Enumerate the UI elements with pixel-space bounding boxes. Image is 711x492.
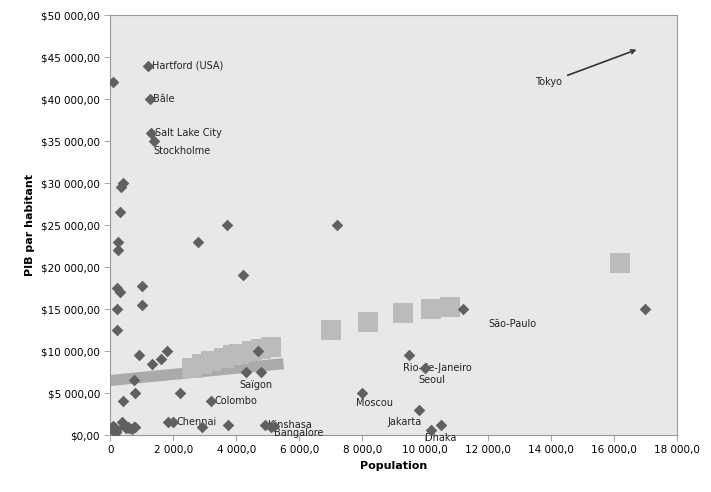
Text: Saïgon: Saïgon: [240, 380, 272, 390]
Point: [112, 326, 123, 334]
Point: [146, 129, 157, 137]
Point: [111, 428, 122, 436]
Point: [109, 426, 120, 434]
Text: São-Paulo: São-Paulo: [488, 319, 536, 329]
Point: [331, 221, 343, 229]
Point: [168, 419, 179, 427]
Point: [256, 345, 267, 353]
Text: Chennai: Chennai: [176, 418, 217, 428]
Point: [108, 425, 119, 432]
Text: Bâle: Bâle: [154, 94, 175, 104]
Point: [117, 398, 129, 405]
Point: [426, 426, 437, 434]
Y-axis label: PIB par habitant: PIB par habitant: [26, 174, 36, 276]
Point: [144, 95, 155, 103]
Point: [614, 259, 626, 267]
Point: [133, 351, 144, 359]
Text: Moscou: Moscou: [356, 398, 393, 408]
Point: [129, 423, 141, 430]
Point: [110, 425, 122, 433]
Point: [268, 422, 279, 430]
Point: [196, 360, 208, 368]
Point: [137, 301, 148, 309]
X-axis label: Population: Population: [360, 461, 427, 471]
Text: Hartford (USA): Hartford (USA): [152, 61, 223, 70]
Point: [109, 428, 120, 435]
Point: [107, 78, 119, 86]
Text: Dhaka: Dhaka: [425, 433, 456, 443]
Point: [221, 221, 232, 229]
Text: Stockholme: Stockholme: [154, 146, 210, 156]
Point: [112, 238, 124, 246]
Point: [218, 354, 230, 362]
Text: Rio-de-Janeiro: Rio-de-Janeiro: [403, 363, 472, 373]
Point: [109, 429, 121, 437]
Point: [240, 368, 252, 376]
Point: [265, 423, 277, 430]
Point: [193, 238, 204, 246]
Point: [136, 281, 147, 289]
Text: Tokyo: Tokyo: [535, 50, 635, 87]
Point: [146, 360, 157, 368]
Point: [122, 423, 133, 430]
Point: [142, 62, 154, 69]
Point: [128, 423, 139, 430]
Point: [149, 137, 160, 145]
Point: [234, 350, 245, 358]
Point: [117, 179, 129, 187]
Point: [111, 284, 122, 292]
Point: [114, 288, 126, 296]
Point: [127, 425, 138, 433]
Text: Bangalore: Bangalore: [274, 429, 324, 438]
Point: [404, 351, 415, 359]
Point: [640, 305, 651, 313]
Point: [325, 326, 336, 334]
Point: [110, 427, 122, 435]
Point: [196, 423, 208, 430]
Point: [205, 398, 217, 405]
Point: [435, 421, 447, 429]
Point: [413, 406, 424, 414]
Point: [108, 422, 119, 430]
Text: Jakarta: Jakarta: [387, 418, 422, 428]
Point: [419, 364, 431, 372]
Point: [397, 309, 409, 317]
Point: [426, 305, 437, 313]
Point: [116, 184, 127, 191]
Point: [252, 347, 264, 355]
Point: [161, 347, 173, 355]
Point: [363, 318, 374, 326]
Point: [124, 425, 135, 432]
Text: Salt Lake City: Salt Lake City: [155, 128, 222, 138]
Point: [356, 389, 368, 397]
Point: [223, 421, 234, 429]
Text: Kinshasa: Kinshasa: [268, 420, 311, 430]
Point: [205, 357, 217, 365]
Point: [120, 424, 132, 431]
Text: Seoul: Seoul: [419, 375, 446, 385]
Point: [265, 343, 277, 351]
Text: Colombo: Colombo: [214, 397, 257, 406]
Point: [116, 419, 127, 427]
Point: [129, 376, 140, 384]
Point: [457, 305, 469, 313]
Point: [186, 364, 198, 372]
Point: [256, 368, 267, 376]
Point: [114, 209, 125, 216]
Point: [119, 422, 130, 430]
Point: [155, 356, 166, 364]
Point: [228, 351, 239, 359]
Point: [259, 421, 270, 429]
Point: [174, 389, 186, 397]
Point: [246, 347, 257, 355]
Point: [111, 305, 122, 313]
Point: [129, 389, 140, 397]
Point: [237, 272, 248, 279]
Point: [162, 419, 173, 427]
Point: [444, 304, 456, 311]
Point: [113, 246, 124, 254]
